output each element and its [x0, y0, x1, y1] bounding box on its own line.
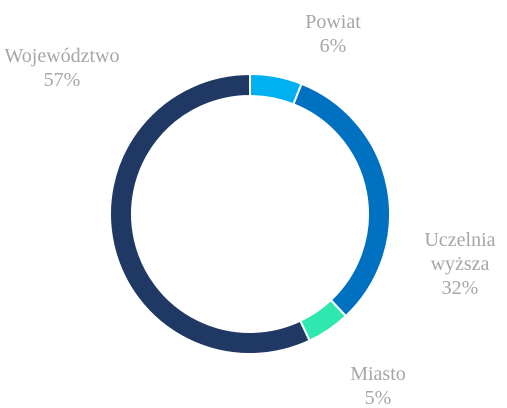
segment-label: Województwo 57%	[0, 44, 142, 92]
segment-label: Powiat 6%	[288, 10, 378, 58]
donut-segment	[249, 72, 303, 106]
donut-segment	[292, 82, 391, 318]
category-name: Uczelnia wyższa	[424, 229, 496, 275]
category-name: Województwo	[4, 45, 120, 67]
percent-label: 32%	[441, 277, 479, 299]
percent-label: 57%	[43, 69, 81, 91]
category-name: Miasto	[350, 363, 406, 385]
percent-label: 5%	[364, 387, 392, 408]
category-name: Powiat	[305, 11, 361, 33]
segment-label: Miasto 5%	[333, 362, 423, 408]
donut-segment	[109, 72, 311, 355]
segment-label: Uczelnia wyższa 32%	[420, 228, 500, 300]
percent-label: 6%	[319, 35, 347, 57]
